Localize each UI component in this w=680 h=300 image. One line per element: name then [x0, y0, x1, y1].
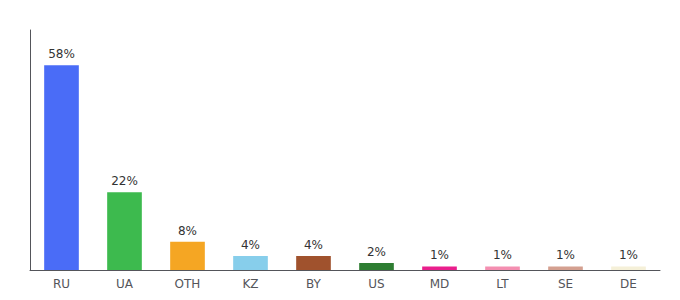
svg-text:22%: 22%: [111, 174, 138, 188]
svg-text:1%: 1%: [556, 248, 575, 262]
svg-text:8%: 8%: [178, 224, 197, 238]
svg-text:1%: 1%: [493, 248, 512, 262]
svg-text:1%: 1%: [619, 248, 638, 262]
svg-text:MD: MD: [430, 277, 450, 291]
svg-text:KZ: KZ: [242, 277, 258, 291]
svg-text:BY: BY: [306, 277, 322, 291]
svg-text:4%: 4%: [304, 238, 323, 252]
svg-text:2%: 2%: [367, 245, 386, 259]
svg-text:LT: LT: [496, 277, 509, 291]
svg-text:58%: 58%: [48, 47, 75, 61]
svg-text:RU: RU: [53, 277, 70, 291]
svg-text:DE: DE: [620, 277, 637, 291]
svg-text:SE: SE: [558, 277, 573, 291]
svg-text:4%: 4%: [241, 238, 260, 252]
svg-text:UA: UA: [116, 277, 134, 291]
svg-text:US: US: [368, 277, 384, 291]
svg-text:OTH: OTH: [175, 277, 201, 291]
svg-text:1%: 1%: [430, 248, 449, 262]
